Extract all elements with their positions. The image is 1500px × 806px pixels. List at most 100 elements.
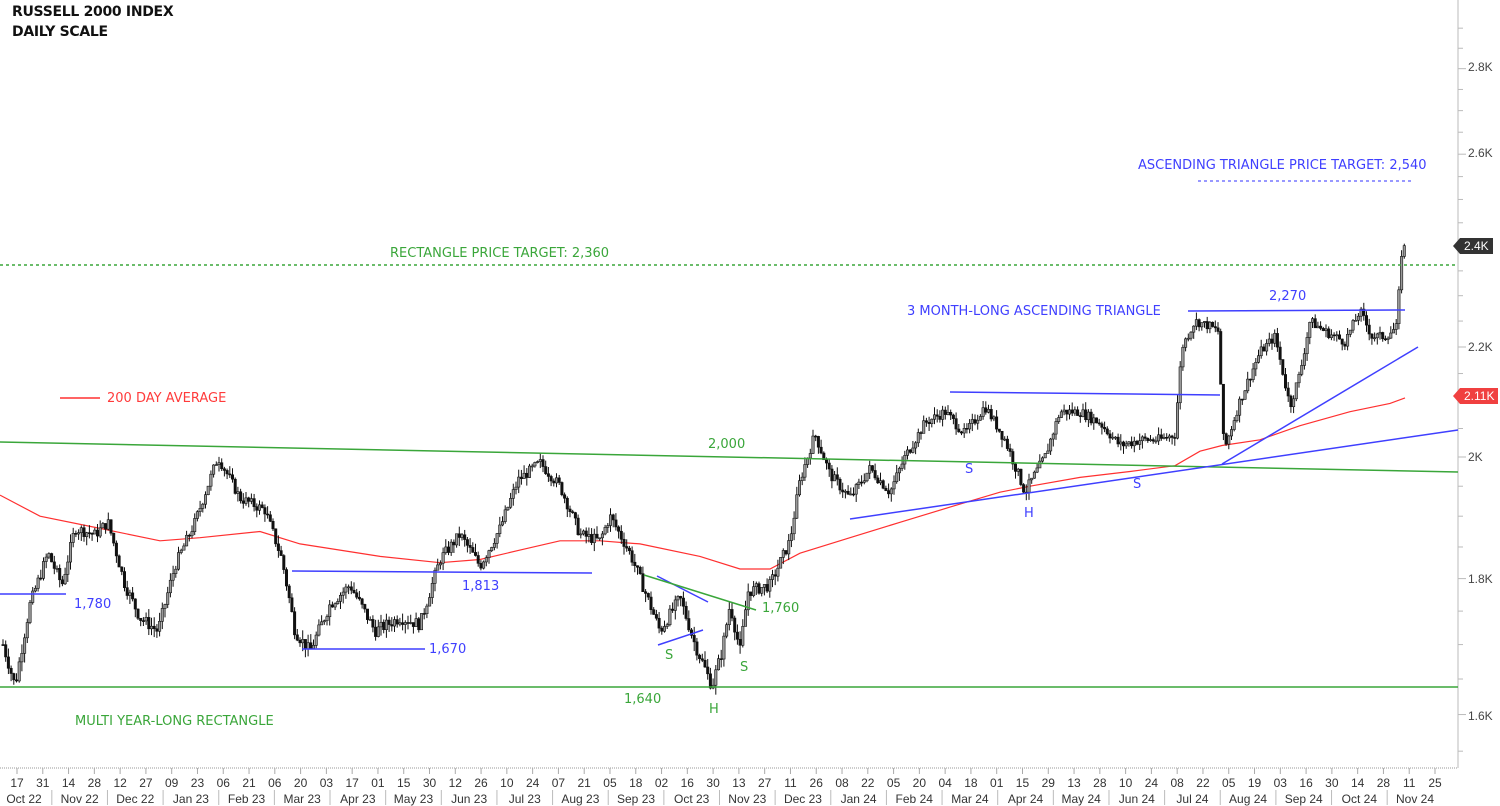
level-1640-label: 1,640 [624, 692, 662, 707]
x-tick-day: 28 [1093, 776, 1107, 790]
x-tick-day: 18 [964, 776, 978, 790]
x-tick-month: Nov 23 [728, 792, 767, 806]
y-tick-1600: 1.6K [1468, 709, 1493, 723]
x-tick-day: 03 [1273, 776, 1287, 790]
x-tick-month: Oct 23 [673, 792, 710, 806]
x-tick-month: Oct 24 [1341, 792, 1378, 806]
y-tick-2800: 2.8K [1468, 60, 1493, 74]
x-tick-day: 22 [861, 776, 875, 790]
x-tick-day: 13 [1067, 776, 1081, 790]
legend-ma-label: 200 DAY AVERAGE [107, 391, 227, 406]
hs2-right-shoulder-label: S [1133, 477, 1142, 492]
x-tick-day: 01 [990, 776, 1004, 790]
ma200-badge: 2.11K [1452, 388, 1499, 404]
x-tick-day: 26 [474, 776, 488, 790]
ma200-line [0, 397, 1406, 570]
x-tick-month: Apr 23 [340, 792, 376, 806]
candles [1, 243, 1406, 695]
x-tick-day: 16 [680, 776, 694, 790]
x-tick-month: Sep 24 [1284, 792, 1323, 806]
x-tick-day: 27 [139, 776, 153, 790]
x-tick-day: 08 [835, 776, 849, 790]
x-tick-month: Nov 24 [1395, 792, 1435, 806]
x-tick-day: 04 [938, 776, 952, 790]
multi-year-rectangle-label: MULTI YEAR-LONG RECTANGLE [75, 714, 274, 729]
x-tick-day: 11 [784, 776, 797, 790]
x-tick-month: Mar 23 [283, 792, 321, 806]
hs2-resistance-line [949, 391, 1221, 396]
hs1-right-shoulder-label: S [740, 660, 749, 675]
x-tick-day: 28 [87, 776, 102, 790]
hs1-flag-upper [656, 575, 709, 603]
x-tick-day: 09 [165, 776, 179, 790]
x-tick-day: 18 [629, 776, 643, 790]
hs1-left-shoulder-label: S [665, 648, 674, 663]
x-tick-day: 28 [1376, 776, 1391, 790]
chart-title: RUSSELL 2000 INDEX [12, 4, 174, 20]
x-tick-day: 29 [1041, 776, 1055, 790]
x-tick-day: 20 [912, 776, 927, 790]
hs1-flag-lower [657, 629, 704, 646]
x-tick-day: 08 [1170, 776, 1184, 790]
x-tick-day: 12 [448, 776, 462, 790]
x-tick-day: 22 [1196, 776, 1210, 790]
level-2270-label: 2,270 [1269, 289, 1307, 304]
x-tick-day: 21 [242, 776, 256, 790]
x-tick-day: 14 [1350, 776, 1365, 790]
x-tick-month: Jun 23 [451, 792, 488, 806]
hs1-head-label: H [709, 702, 719, 717]
x-tick-day: 30 [706, 776, 720, 790]
x-tick-month: Dec 22 [116, 792, 155, 806]
x-tick-day: 31 [36, 776, 50, 790]
x-tick-day: 13 [732, 776, 746, 790]
x-tick-day: 14 [61, 776, 76, 790]
level-2000-label: 2,000 [708, 437, 746, 452]
rectangle-upper-line [0, 441, 1459, 473]
x-tick-month: Feb 24 [895, 792, 933, 806]
x-tick-month: Jan 24 [840, 792, 877, 806]
x-tick-month: Apr 24 [1007, 792, 1044, 806]
x-tick-day: 27 [757, 776, 772, 790]
x-tick-day: 20 [293, 776, 308, 790]
x-tick-month: Oct 22 [6, 792, 42, 806]
y-tick-1800: 1.8K [1468, 572, 1493, 586]
x-tick-month: Jul 24 [1176, 792, 1209, 806]
x-tick-month: Jul 23 [508, 792, 541, 806]
level-1760-label: 1,760 [762, 601, 800, 616]
x-tick-day: 26 [809, 776, 823, 790]
x-tick-month: Feb 23 [227, 792, 266, 806]
x-tick-month: Sep 23 [617, 792, 656, 806]
x-tick-day: 30 [1325, 776, 1339, 790]
x-tick-day: 17 [10, 776, 24, 790]
level-2270-line [1187, 309, 1406, 312]
x-tick-day: 05 [886, 776, 901, 790]
x-tick-day: 17 [345, 776, 359, 790]
x-tick-day: 02 [654, 776, 669, 790]
x-tick-day: 24 [525, 776, 540, 790]
long-trendline [849, 429, 1459, 520]
x-tick-day: 07 [551, 776, 566, 790]
x-tick-month: May 24 [1061, 792, 1101, 806]
x-tick-month: Nov 22 [60, 792, 99, 806]
x-tick-day: 06 [268, 776, 282, 790]
x-tick-day: 05 [1222, 776, 1236, 790]
x-tick-month: Aug 23 [561, 792, 600, 806]
x-tick-day: 10 [500, 776, 514, 790]
x-tick-day: 12 [113, 776, 127, 790]
x-tick-day: 30 [422, 776, 437, 790]
x-tick-day: 15 [397, 776, 411, 790]
x-tick-day: 15 [1015, 776, 1030, 790]
x-tick-day: 25 [1428, 776, 1442, 790]
x-tick-day: 23 [190, 776, 205, 790]
x-tick-month: Jan 23 [172, 792, 209, 806]
level-1813-label: 1,813 [462, 579, 500, 594]
triangle-target-label: ASCENDING TRIANGLE PRICE TARGET: 2,540 [1138, 158, 1427, 173]
ascending-triangle-label: 3 MONTH-LONG ASCENDING TRIANGLE [907, 304, 1161, 319]
y-tick-2200: 2.2K [1468, 340, 1493, 354]
hs2-left-shoulder-label: S [965, 462, 974, 477]
x-tick-day: 01 [371, 776, 385, 790]
neckline-1760 [643, 574, 757, 611]
triangle-support-line [1221, 346, 1419, 465]
chart-subtitle: DAILY SCALE [12, 24, 108, 40]
